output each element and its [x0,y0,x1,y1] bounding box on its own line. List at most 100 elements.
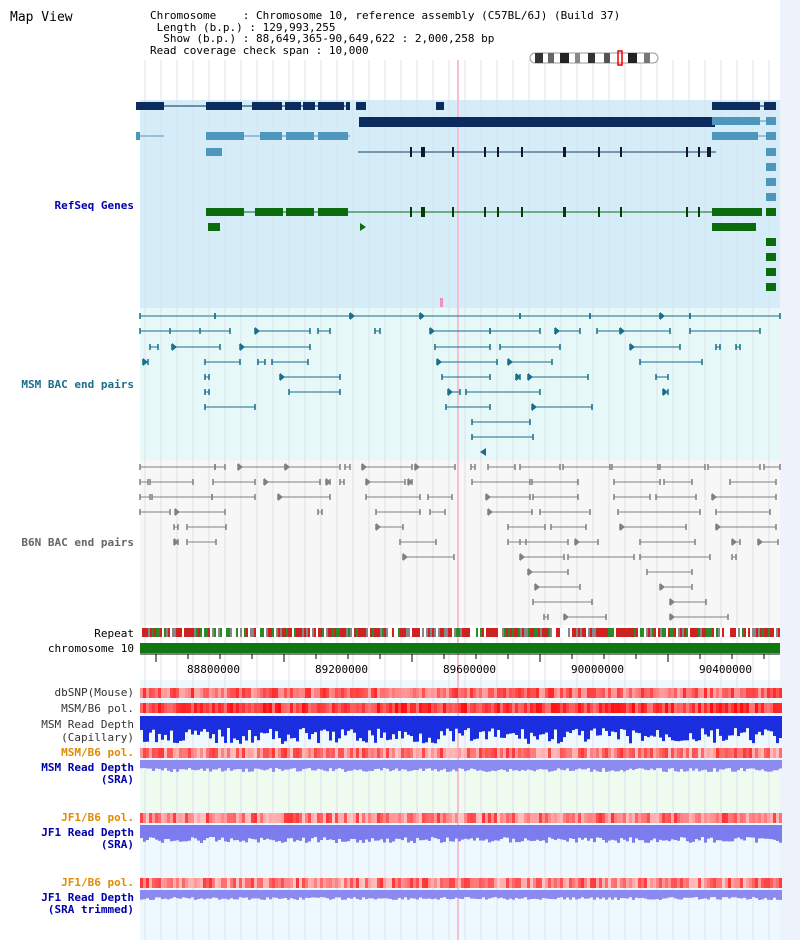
depth-bar [422,760,425,772]
track-label-msm-depth-sra-1[interactable]: MSM Read Depth [41,761,134,774]
track-label-jf1-depth-sra-1[interactable]: JF1 Read Depth [41,826,134,839]
track-label-refseq[interactable]: RefSeq Genes [54,199,134,212]
heat-cell [749,688,752,698]
heat-cell [242,813,245,823]
heat-cell [140,748,143,758]
track-label-jf1-b6-pol-1[interactable]: JF1/B6 pol. [61,811,134,824]
heat-cell [650,703,653,713]
heat-cell [488,878,491,888]
bac-end-arrow [437,358,442,366]
depth-bar [503,760,506,771]
heat-cell [470,878,473,888]
depth-bar [584,760,587,770]
gene-exon [136,132,140,140]
depth-bar [545,825,548,843]
repeat-element [744,628,746,637]
gene-exon [318,102,344,110]
bac-end-arrow [326,478,331,486]
track-label-msm-bac[interactable]: MSM BAC end pairs [21,378,134,391]
depth-bar [359,825,362,841]
depth-bar [263,716,266,734]
heat-cell [299,813,302,823]
heat-cell [659,878,662,888]
heat-cell [395,748,398,758]
repeat-element [206,628,208,637]
coverage-value: 10,000 [328,43,369,57]
depth-bar [332,760,335,772]
heat-cell [749,878,752,888]
heat-cell [467,748,470,758]
repeat-element [522,628,524,637]
heat-cell [650,813,653,823]
depth-bar [176,825,179,841]
heat-cell [659,813,662,823]
gene-exon [497,207,499,217]
ideogram-band [548,53,554,63]
heat-cell [605,878,608,888]
track-label-jf1-b6-pol-2[interactable]: JF1/B6 pol. [61,876,134,889]
heat-cell [179,878,182,888]
repeat-element [752,628,754,637]
heat-cell [716,703,719,713]
repeat-element [680,628,682,637]
heat-cell [563,813,566,823]
heat-cell [608,688,611,698]
depth-bar [446,716,449,729]
depth-bar [251,716,254,743]
heat-cell [458,688,461,698]
heat-cell [416,703,419,713]
heat-cell [164,748,167,758]
track-label-msm-depth-capillary-1[interactable]: MSM Read Depth [41,718,134,731]
repeat-element [576,628,578,637]
depth-bar [755,825,758,843]
heat-cell [332,878,335,888]
heat-cell [302,703,305,713]
depth-bar [428,825,431,841]
depth-bar [686,716,689,741]
track-label-dbsnp[interactable]: dbSNP(Mouse) [54,686,134,699]
track-label-chromosome[interactable]: chromosome 10 [47,642,134,655]
depth-bar [761,825,764,839]
heat-cell [497,688,500,698]
depth-bar [164,760,167,769]
heat-cell [320,813,323,823]
track-label-repeat[interactable]: Repeat [94,627,134,640]
heat-cell [641,748,644,758]
track-label-msm-b6-pol-2[interactable]: MSM/B6 pol. [61,746,134,759]
depth-bar [608,890,611,898]
heat-cell [617,878,620,888]
depth-bar [206,716,209,732]
track-label-b6n-bac[interactable]: B6N BAC end pairs [21,536,134,549]
heat-cell [722,813,725,823]
heat-cell [719,813,722,823]
heat-cell [758,688,761,698]
depth-bar [728,825,731,842]
depth-bar [605,760,608,772]
depth-bar [230,760,233,771]
depth-bar [509,716,512,734]
depth-bar [275,890,278,898]
heat-cell [773,688,776,698]
gene-exon [260,132,282,140]
depth-bar [548,760,551,772]
depth-bar [614,890,617,898]
heat-cell [734,878,737,888]
depth-bar [713,716,716,743]
depth-bar [470,760,473,769]
heat-cell [587,878,590,888]
repeat-element [362,628,364,637]
depth-bar [152,760,155,772]
heat-cell [524,703,527,713]
depth-bar [236,825,239,841]
heat-cell [608,703,611,713]
repeat-element [246,628,248,637]
heat-cell [182,748,185,758]
repeat-element [774,628,776,637]
track-label-jf1-depth-trimmed-1[interactable]: JF1 Read Depth [41,891,134,904]
heat-cell [620,748,623,758]
heat-cell [320,703,323,713]
depth-bar [641,890,644,898]
repeat-element [156,628,158,637]
track-label-msm-b6-pol-1[interactable]: MSM/B6 pol. [61,702,134,715]
